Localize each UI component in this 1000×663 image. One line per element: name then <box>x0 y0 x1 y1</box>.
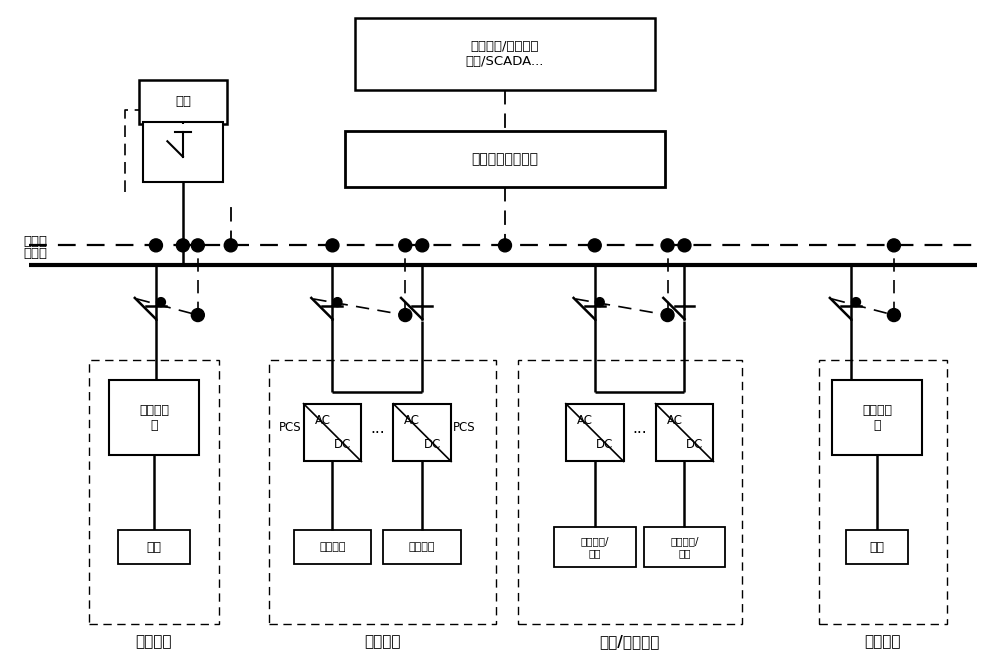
Circle shape <box>156 298 165 306</box>
Bar <box>393 404 451 461</box>
Circle shape <box>852 298 860 306</box>
Text: PCS: PCS <box>279 421 302 434</box>
Bar <box>832 380 922 455</box>
Circle shape <box>588 239 601 252</box>
Text: 光伏组件/
风机: 光伏组件/ 风机 <box>580 536 609 558</box>
Circle shape <box>678 239 691 252</box>
Bar <box>345 131 665 186</box>
Circle shape <box>399 308 412 322</box>
Bar <box>355 19 655 90</box>
Text: 柴发系统: 柴发系统 <box>136 634 172 649</box>
Bar <box>294 530 371 564</box>
Bar <box>118 530 190 564</box>
Text: 光伏/风电系统: 光伏/风电系统 <box>599 634 660 649</box>
Text: ...: ... <box>370 421 385 436</box>
Text: 信号流: 信号流 <box>23 235 47 248</box>
Text: AC: AC <box>314 414 330 427</box>
Text: DC: DC <box>596 438 613 451</box>
Text: 微电网中央控制器: 微电网中央控制器 <box>471 152 538 166</box>
Circle shape <box>661 308 674 322</box>
Bar <box>644 527 725 567</box>
Text: 储能电池: 储能电池 <box>409 542 435 552</box>
Text: 光伏组件/
风机: 光伏组件/ 风机 <box>670 536 699 558</box>
Circle shape <box>887 308 900 322</box>
Text: 功率流: 功率流 <box>23 247 47 261</box>
Bar <box>554 527 636 567</box>
Circle shape <box>326 239 339 252</box>
Text: ...: ... <box>632 421 647 436</box>
Text: 储能系统: 储能系统 <box>364 634 401 649</box>
Circle shape <box>224 239 237 252</box>
Bar <box>304 404 361 461</box>
Text: 负荷控制
器: 负荷控制 器 <box>862 404 892 432</box>
Circle shape <box>191 239 204 252</box>
Bar <box>109 380 199 455</box>
Bar <box>143 122 223 182</box>
Circle shape <box>499 239 511 252</box>
Text: DC: DC <box>424 438 441 451</box>
Text: DC: DC <box>686 438 703 451</box>
Circle shape <box>176 239 189 252</box>
Circle shape <box>333 298 342 306</box>
Text: 电网调度/能量管理
系统/SCADA...: 电网调度/能量管理 系统/SCADA... <box>466 40 544 68</box>
Circle shape <box>595 298 604 306</box>
Circle shape <box>661 239 674 252</box>
Bar <box>139 80 227 124</box>
Text: AC: AC <box>667 414 683 427</box>
Circle shape <box>416 239 429 252</box>
Text: DC: DC <box>334 438 351 451</box>
Circle shape <box>887 239 900 252</box>
Bar <box>518 360 742 624</box>
Text: 柴发: 柴发 <box>146 540 161 554</box>
Text: 负荷: 负荷 <box>869 540 884 554</box>
Text: 储能电池: 储能电池 <box>319 542 346 552</box>
Text: 电网: 电网 <box>175 95 191 109</box>
Text: PCS: PCS <box>453 421 475 434</box>
Text: 柴发控制
器: 柴发控制 器 <box>139 404 169 432</box>
Bar <box>819 360 947 624</box>
Circle shape <box>191 308 204 322</box>
Text: AC: AC <box>577 414 593 427</box>
Bar <box>269 360 496 624</box>
Bar <box>566 404 624 461</box>
Text: 负荷系统: 负荷系统 <box>865 634 901 649</box>
Circle shape <box>149 239 162 252</box>
Bar <box>89 360 219 624</box>
Bar <box>383 530 461 564</box>
Bar <box>846 530 908 564</box>
Bar <box>656 404 713 461</box>
Circle shape <box>399 239 412 252</box>
Text: AC: AC <box>404 414 420 427</box>
